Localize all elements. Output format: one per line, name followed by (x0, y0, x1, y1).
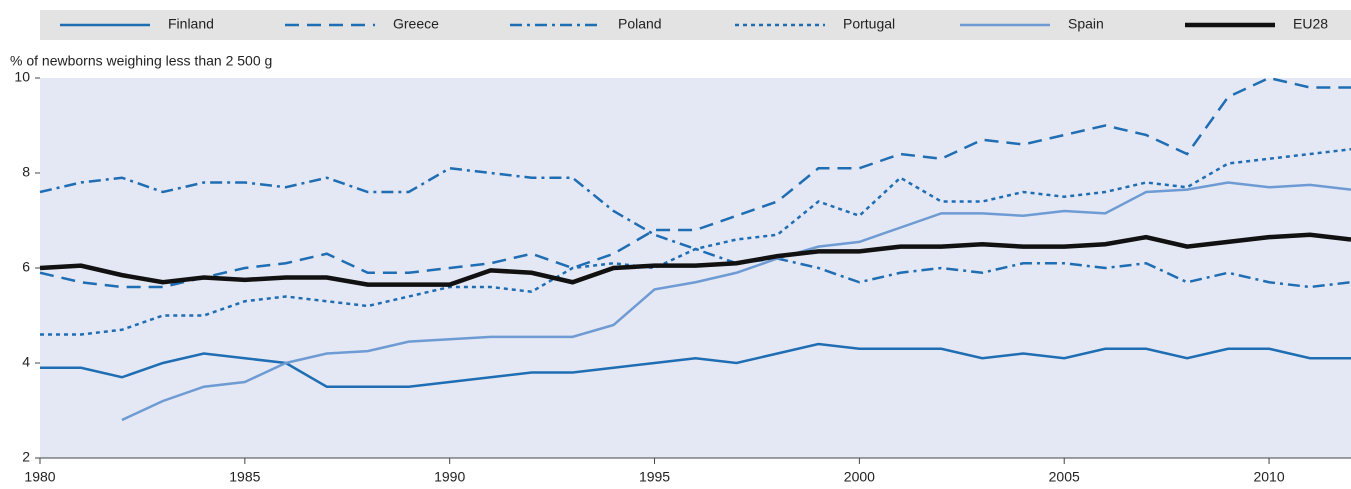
y-axis-label: % of newborns weighing less than 2 500 g (10, 53, 272, 69)
legend-background (40, 10, 1351, 40)
x-tick-label: 2010 (1253, 469, 1284, 485)
y-tick-label: 6 (22, 259, 30, 275)
legend-label: Finland (168, 16, 214, 32)
x-tick-label: 1990 (434, 469, 465, 485)
y-tick-label: 8 (22, 164, 30, 180)
legend-label: Poland (618, 16, 662, 32)
series-line (40, 342, 1351, 388)
y-tick-label: 2 (22, 449, 30, 465)
plot-background (40, 78, 1351, 458)
legend-label: Greece (393, 16, 439, 32)
legend-label: Spain (1068, 16, 1104, 32)
x-tick-label: 1995 (639, 469, 670, 485)
x-tick-label: 2000 (844, 469, 875, 485)
y-tick-label: 4 (22, 354, 30, 370)
x-tick-label: 1980 (24, 469, 55, 485)
legend-label: Portugal (843, 16, 895, 32)
y-tick-label: 10 (14, 69, 30, 85)
x-tick-label: 2005 (1049, 469, 1080, 485)
series-line (39, 232, 1351, 287)
series-line (121, 181, 1351, 422)
x-tick-label: 1985 (229, 469, 260, 485)
legend-label: EU28 (1293, 16, 1328, 32)
series-line (39, 76, 1351, 289)
series-line (40, 148, 1351, 336)
